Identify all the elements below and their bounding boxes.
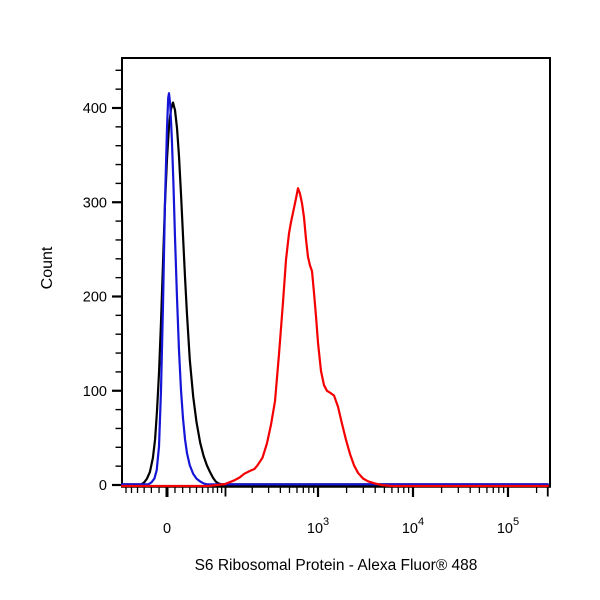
y-tick-label: 200 bbox=[83, 290, 107, 306]
y-tick-label: 400 bbox=[83, 101, 107, 117]
y-axis-title: Count bbox=[39, 246, 56, 290]
red-curve-line bbox=[120, 187, 549, 488]
y-tick-label: 100 bbox=[83, 384, 107, 400]
x-tick-label: 105 bbox=[497, 516, 519, 537]
blue-curve-line bbox=[120, 92, 549, 486]
x-tick-label: 103 bbox=[307, 516, 329, 537]
x-axis-title: S6 Ribosomal Protein - Alexa Fluor® 488 bbox=[194, 557, 478, 574]
black-curve-line bbox=[120, 101, 549, 486]
x-tick-label: 104 bbox=[402, 516, 424, 537]
x-tick-label: 0 bbox=[163, 521, 171, 537]
y-tick-label: 0 bbox=[99, 478, 107, 494]
y-tick-label: 300 bbox=[83, 195, 107, 211]
plot-frame bbox=[121, 57, 551, 487]
